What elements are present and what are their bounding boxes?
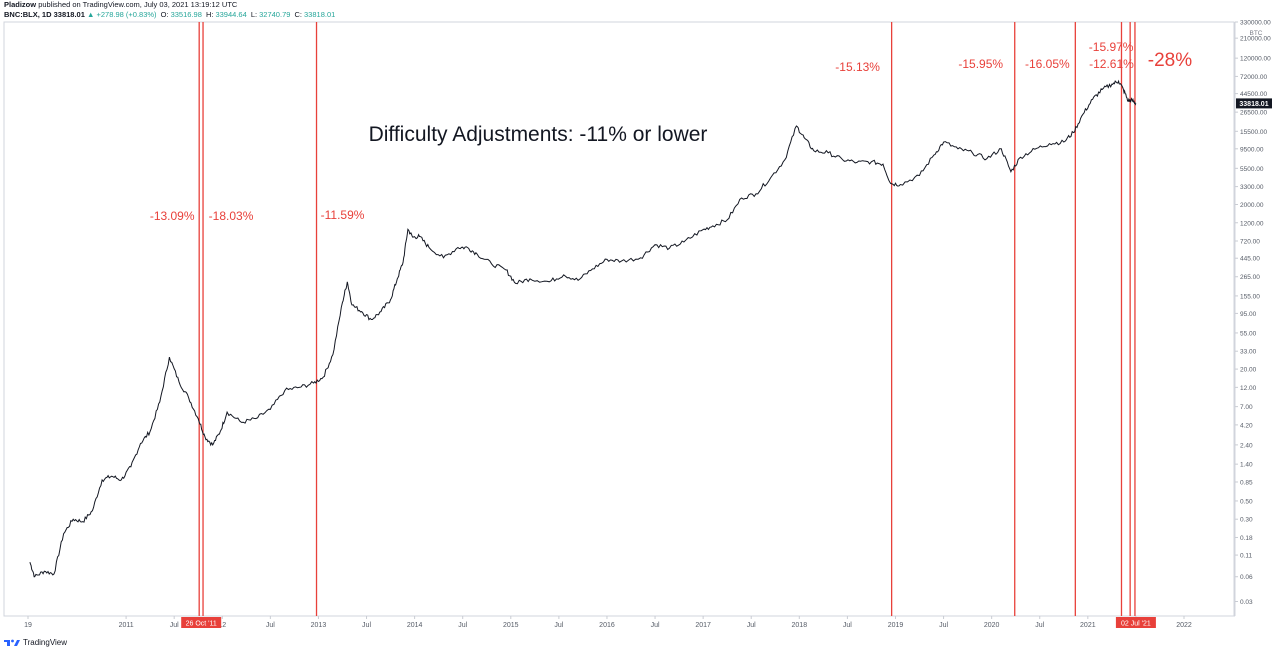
- y-tick-label: 0.50: [1240, 498, 1253, 505]
- y-tick-label: 445.00: [1240, 256, 1260, 263]
- tradingview-logo-icon: [4, 639, 20, 646]
- x-tick-label: 2020: [984, 622, 1000, 629]
- last-price-tag-bg: [1236, 98, 1272, 109]
- date-tag-2-text: 02 Jul '21: [1121, 621, 1151, 628]
- y-tick-label: 210000.00: [1240, 36, 1271, 43]
- chart-title: Difficulty Adjustments: -11% or lower: [369, 123, 708, 146]
- ohlc-open-label: O:: [160, 10, 169, 19]
- ohlc-low-label: L:: [250, 10, 258, 19]
- time-axis[interactable]: 19 2011 Jul 12 Jul 2013 Jul 2014 Jul 2015 Jul 2016 J…: [24, 616, 1192, 629]
- ohlc-close-label: C:: [294, 10, 303, 19]
- difficulty-marker-label: -18.03%: [209, 209, 254, 223]
- y-tick-label: 2.40: [1240, 442, 1253, 449]
- x-tick-label: 2014: [407, 622, 423, 629]
- x-tick-label: 2022: [1176, 622, 1192, 629]
- tradingview-brand-label: TradingView: [23, 638, 68, 647]
- plot-area[interactable]: [3, 21, 1235, 617]
- y-tick-label: 1200.00: [1240, 220, 1264, 227]
- x-tick-label: Jul: [939, 622, 948, 629]
- y-tick-label: 44500.00: [1240, 91, 1267, 98]
- x-tick-label: 19: [24, 622, 32, 629]
- last-price-tag-text: 33818.01: [1239, 101, 1268, 108]
- y-tick-label: 265.00: [1240, 274, 1260, 281]
- y-tick-label: 9500.00: [1240, 146, 1264, 153]
- y-tick-label: 0.03: [1240, 599, 1253, 606]
- date-tag-2: 02 Jul '21: [1115, 617, 1156, 628]
- x-tick-label: 2015: [503, 622, 519, 629]
- y-tick-label: 20.00: [1240, 367, 1257, 374]
- difficulty-marker-label: -28%: [1148, 50, 1192, 71]
- last-price-tag: 33818.01: [1236, 98, 1272, 109]
- publish-info: published on TradingView.com, July 03, 2…: [38, 0, 238, 9]
- y-tick-label: 55.00: [1240, 330, 1257, 337]
- chart-header: Pladizow published on TradingView.com, J…: [4, 0, 337, 20]
- ohlc-close-value: 33818.01: [304, 10, 336, 19]
- last-price: 33818.01: [53, 10, 85, 19]
- difficulty-marker-label: -16.05%: [1025, 57, 1070, 71]
- y-tick-label: 1.40: [1240, 462, 1253, 469]
- ohlc-low-value: 32740.79: [259, 10, 291, 19]
- y-tick-label: 330000.00: [1240, 20, 1271, 27]
- x-tick-label: 2016: [599, 622, 615, 629]
- y-tick-label: 720.00: [1240, 239, 1260, 246]
- x-tick-label: Jul: [1035, 622, 1044, 629]
- symbol-label[interactable]: BNC:BLX, 1D: [4, 10, 52, 19]
- x-tick-label: Jul: [170, 622, 179, 629]
- price-line: [29, 79, 1137, 578]
- y-tick-label: 15500.00: [1240, 129, 1267, 136]
- x-tick-label: Jul: [458, 622, 467, 629]
- y-tick-label: 12.00: [1240, 385, 1257, 392]
- x-tick-label: Jul: [362, 622, 371, 629]
- tradingview-brand[interactable]: TradingView: [4, 638, 67, 647]
- y-tick-label: 2000.00: [1240, 202, 1264, 209]
- x-tick-label: 2013: [311, 622, 327, 629]
- difficulty-marker-label: -12.61%: [1089, 57, 1134, 71]
- x-tick-label: 2018: [792, 622, 808, 629]
- x-tick-label: 2021: [1080, 622, 1096, 629]
- ohlc-open-value: 33516.98: [170, 10, 202, 19]
- x-tick-label: 12: [218, 622, 226, 629]
- ohlc-high-value: 33944.64: [215, 10, 247, 19]
- y-tick-label: 72000.00: [1240, 74, 1267, 81]
- y-tick-label: 4.20: [1240, 422, 1253, 429]
- x-tick-label: 2017: [695, 622, 711, 629]
- ohlc-high-label: H:: [205, 10, 214, 19]
- y-tick-label: 120000.00: [1240, 56, 1271, 63]
- y-tick-label: 155.00: [1240, 293, 1260, 300]
- y-tick-label: 95.00: [1240, 311, 1257, 318]
- price-axis[interactable]: 0.03 0.06 0.11 0.18 0.30 0.50 0.85 1.40 2.40 4.20…: [1235, 20, 1271, 607]
- date-tag-1-bg: [181, 617, 222, 628]
- difficulty-marker-label: -11.59%: [321, 208, 365, 222]
- price-change: ▲ +278.98 (+0.83%): [87, 10, 157, 19]
- difficulty-marker-label: -13.09%: [150, 209, 195, 223]
- author-name[interactable]: Pladizow: [4, 0, 37, 9]
- x-tick-label: Jul: [651, 622, 660, 629]
- date-tag-1: 26 Oct '11: [181, 617, 222, 628]
- x-tick-label: Jul: [843, 622, 852, 629]
- x-tick-label: Jul: [554, 622, 563, 629]
- y-tick-label: 0.18: [1240, 535, 1253, 542]
- x-tick-label: 2019: [888, 622, 904, 629]
- y-tick-label: 0.06: [1240, 574, 1253, 581]
- y-tick-label: 5500.00: [1240, 166, 1264, 173]
- difficulty-marker-label: -15.97%: [1089, 40, 1134, 54]
- y-tick-label: 33.00: [1240, 349, 1257, 356]
- y-tick-label: 0.85: [1240, 479, 1253, 486]
- y-tick-label: 26500.00: [1240, 110, 1267, 117]
- x-tick-label: 2011: [119, 622, 134, 629]
- x-tick-label: Jul: [747, 622, 756, 629]
- difficulty-marker-label: -15.13%: [835, 60, 880, 74]
- x-tick-label: Jul: [266, 622, 275, 629]
- difficulty-markers: -13.09% -18.03% -11.59% -15.13% -15.95% -16.0…: [150, 22, 1192, 616]
- difficulty-marker-label: -15.95%: [958, 57, 1003, 71]
- date-tag-2-bg: [1115, 617, 1156, 628]
- y-tick-label: 0.30: [1240, 517, 1253, 524]
- y-tick-label: 7.00: [1240, 404, 1253, 411]
- y-tick-label: 3300.00: [1240, 184, 1264, 191]
- y-tick-label: 0.11: [1240, 553, 1253, 560]
- date-tag-1-text: 26 Oct '11: [186, 621, 217, 628]
- unit-label: BTC: [1250, 30, 1263, 37]
